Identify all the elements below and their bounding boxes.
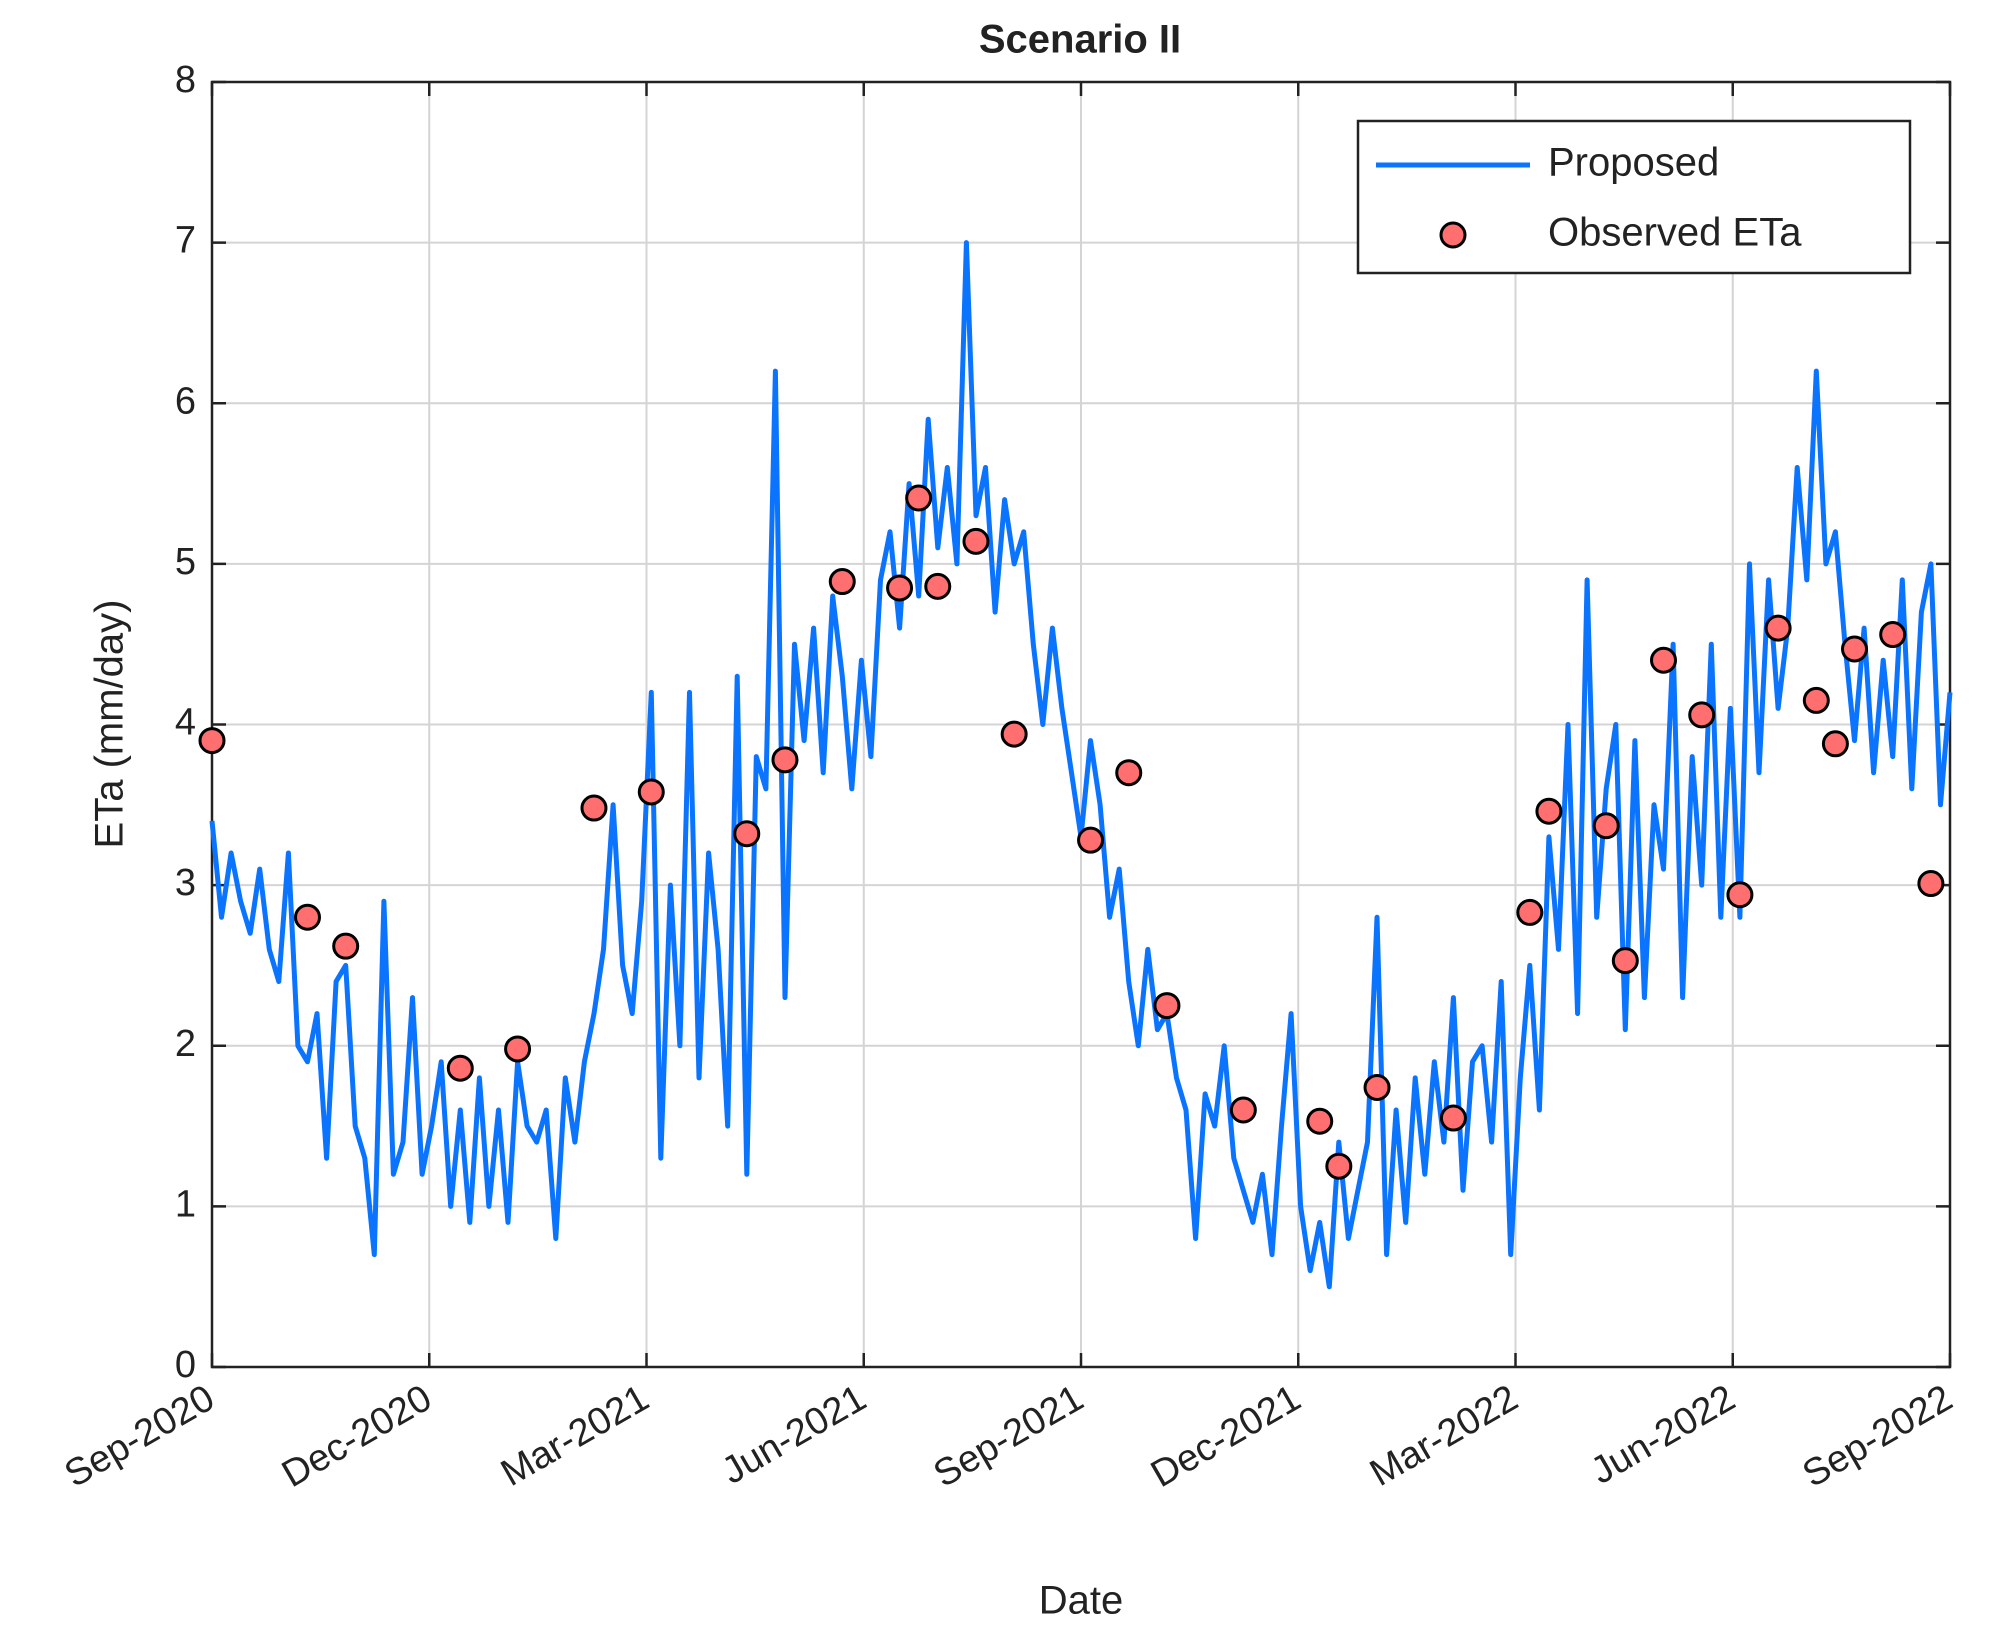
observed-marker [1611, 947, 1639, 975]
observed-marker [1115, 759, 1143, 787]
observed-marker [733, 820, 761, 848]
x-tick-label: Sep-2021 [927, 1377, 1091, 1496]
observed-marker [1650, 646, 1678, 674]
y-tick-label: 2 [175, 1023, 196, 1065]
observed-marker [504, 1035, 532, 1063]
observed-marker [1000, 720, 1028, 748]
observed-marker [1325, 1152, 1353, 1180]
y-tick-label: 3 [175, 862, 196, 904]
observed-marker [198, 727, 226, 755]
y-tick-label: 0 [175, 1344, 196, 1386]
x-tick-label: Mar-2021 [494, 1377, 656, 1495]
observed-marker [1802, 686, 1830, 714]
observed-marker [1439, 1104, 1467, 1132]
observed-marker [1917, 870, 1945, 898]
observed-marker [1153, 992, 1181, 1020]
observed-marker [1077, 826, 1105, 854]
x-tick-label: Jun-2022 [1584, 1377, 1742, 1493]
observed-marker [332, 932, 360, 960]
y-tick-label: 4 [175, 702, 196, 744]
observed-marker [924, 572, 952, 600]
observed-marker [1306, 1107, 1334, 1135]
x-axis-label: Date [1039, 1579, 1124, 1623]
legend-label: Observed ETa [1548, 211, 1802, 255]
legend-marker [1439, 221, 1467, 249]
observed-marker [637, 778, 665, 806]
y-tick-label: 1 [175, 1183, 196, 1225]
observed-marker [1879, 621, 1907, 649]
x-tick-label: Dec-2020 [275, 1377, 439, 1496]
x-tick-label: Sep-2020 [58, 1377, 222, 1496]
observed-marker [771, 746, 799, 774]
observed-marker [1841, 635, 1869, 663]
observed-marker [905, 484, 933, 512]
observed-marker [293, 903, 321, 931]
x-tick-label: Jun-2021 [715, 1377, 873, 1493]
observed-marker [1535, 797, 1563, 825]
observed-marker [1764, 614, 1792, 642]
y-tick-label: 6 [175, 380, 196, 422]
observed-marker [1363, 1074, 1391, 1102]
x-tick-label: Mar-2022 [1363, 1377, 1525, 1495]
observed-marker [446, 1054, 474, 1082]
y-tick-label: 8 [175, 59, 196, 101]
y-tick-label: 7 [175, 220, 196, 262]
plot-frame [210, 80, 1952, 1369]
observed-marker [962, 527, 990, 555]
observed-marker [886, 574, 914, 602]
x-tick-label: Dec-2021 [1144, 1377, 1308, 1496]
observed-marker [1229, 1096, 1257, 1124]
observed-marker [1726, 881, 1754, 909]
observed-marker [828, 568, 856, 596]
observed-marker [1821, 730, 1849, 758]
chart-title: Scenario II [979, 18, 1181, 62]
y-tick-label: 5 [175, 541, 196, 583]
observed-marker [1516, 898, 1544, 926]
observed-marker [1592, 812, 1620, 840]
legend-label: Proposed [1548, 141, 1719, 185]
observed-marker [580, 794, 608, 822]
x-tick-label: Sep-2022 [1796, 1377, 1960, 1496]
observed-marker [1688, 701, 1716, 729]
y-axis-label: ETa (mm/day) [88, 600, 132, 849]
